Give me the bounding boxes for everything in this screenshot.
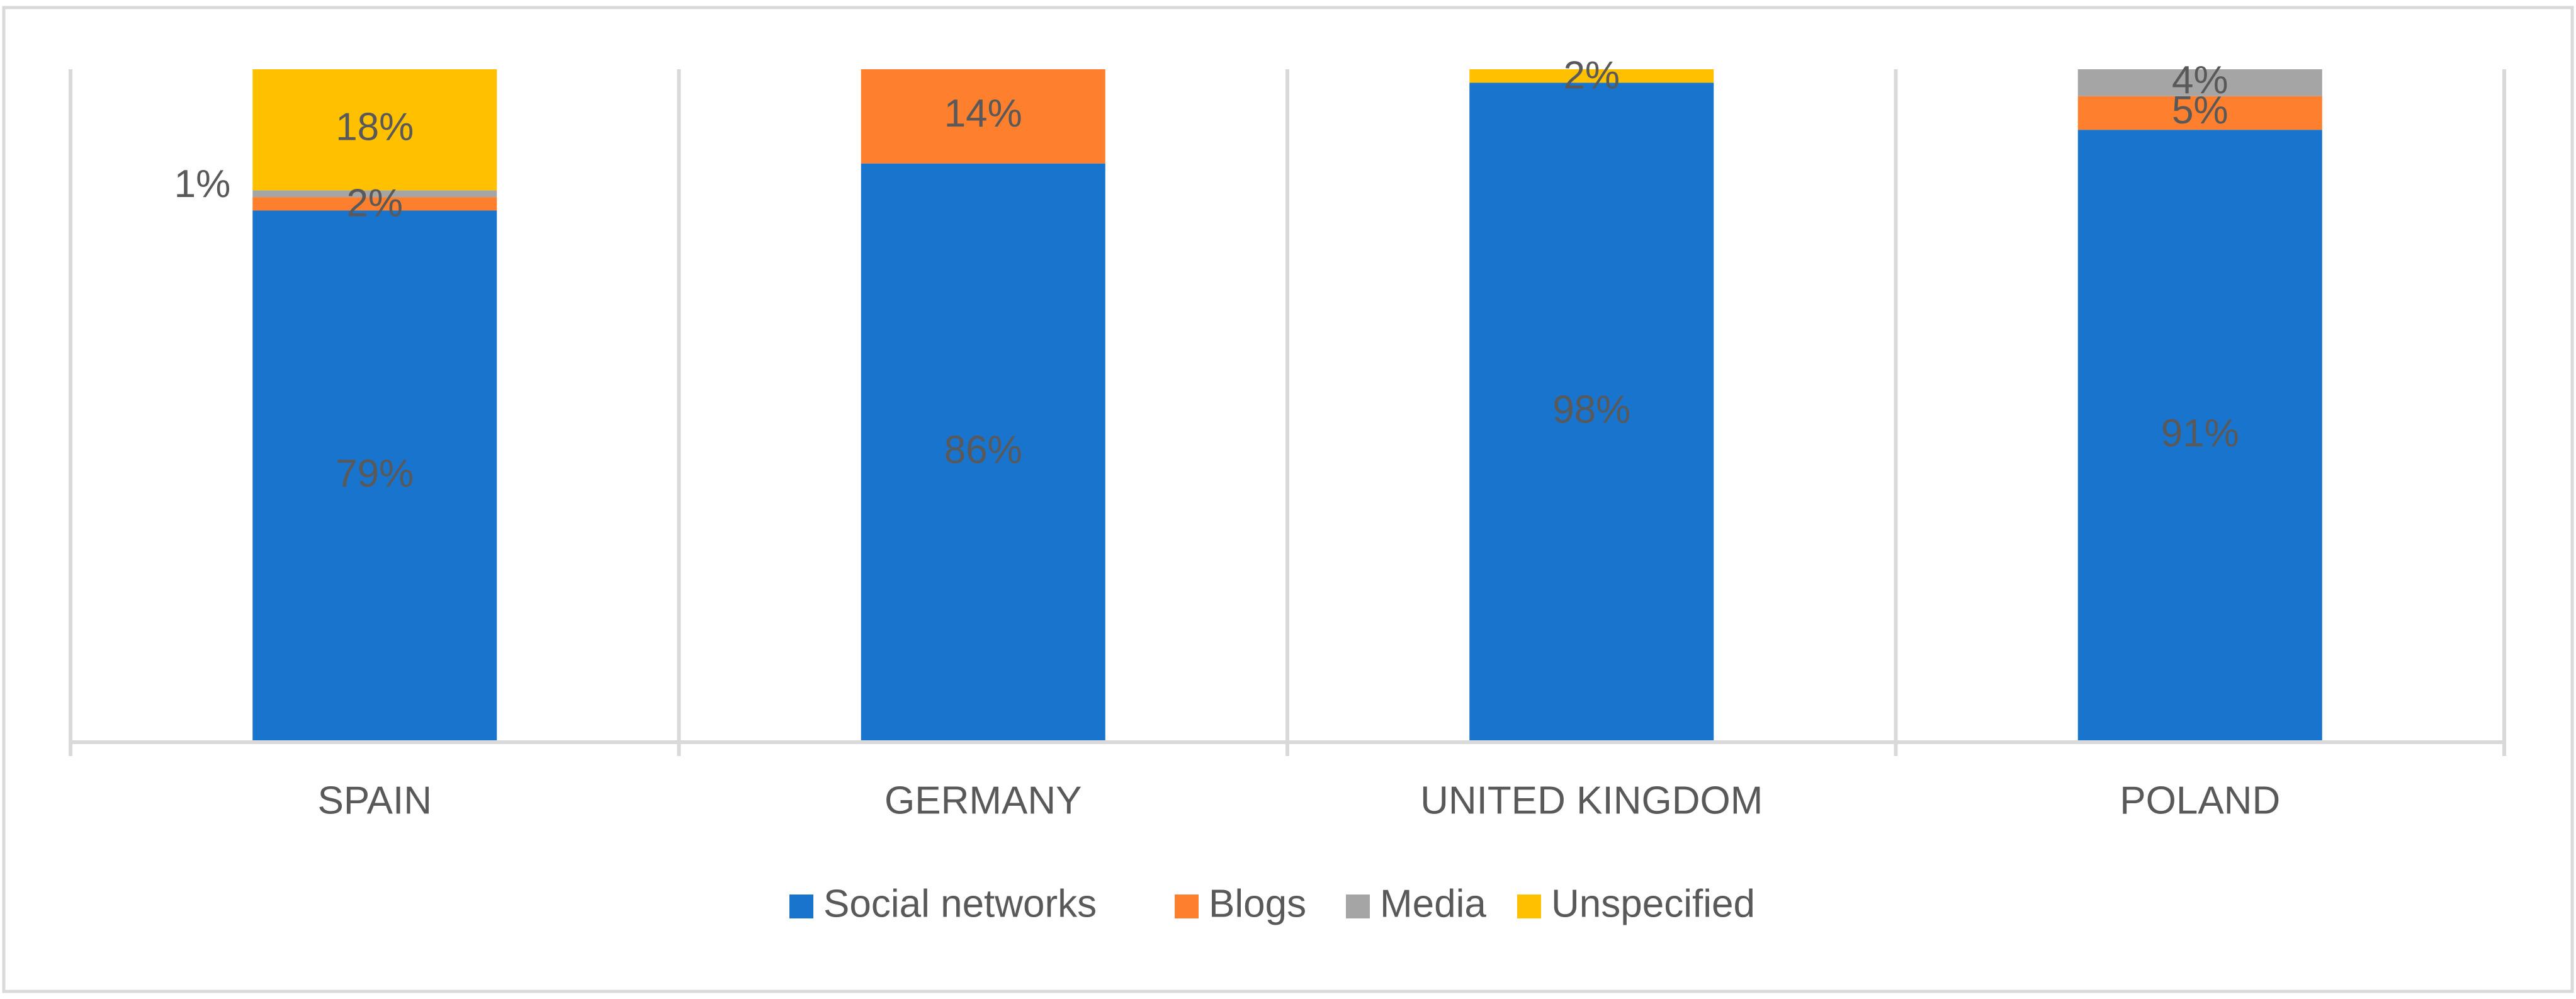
- bar-spain-blogs: [252, 197, 497, 211]
- data-label-spain-unspecified: 18%: [336, 106, 414, 149]
- legend-label-unspecified: Unspecified: [1551, 882, 1755, 925]
- bar-spain-social-networks: [252, 210, 497, 742]
- data-label-spain-media: 1%: [174, 162, 231, 206]
- data-label-spain-social-networks: 79%: [336, 452, 414, 495]
- legend-label-media: Media: [1380, 882, 1486, 925]
- data-label-poland-blogs: 5%: [2172, 89, 2229, 132]
- bar-poland-social-networks: [2077, 130, 2322, 742]
- grid: [69, 69, 2506, 742]
- bar-spain-unspecified: [252, 69, 497, 191]
- category-label-germany: GERMANY: [884, 779, 1082, 822]
- data-label-united-kingdom-unspecified: 2%: [1563, 54, 1620, 97]
- legend-swatch-unspecified: [1517, 895, 1541, 918]
- data-label-poland-social-networks: 91%: [2161, 412, 2239, 455]
- category-labels: SPAIN GERMANY UNITED KINGDOM POLAND: [318, 779, 2281, 822]
- legend-item-blogs: Blogs: [1175, 882, 1306, 925]
- bar-poland-blogs: [2077, 96, 2322, 130]
- data-label-germany-blogs: 14%: [944, 92, 1022, 135]
- data-labels: 79% 2% 1% 18% 86% 14% 98% 2% 91% 5%4%: [174, 54, 2239, 495]
- category-label-spain: SPAIN: [318, 779, 432, 822]
- data-label-united-kingdom-social-networks: 98%: [1552, 388, 1630, 432]
- legend-item-media: Media: [1346, 882, 1486, 925]
- bar-spain-media: [252, 190, 497, 198]
- bar-united-kingdom-social-networks: [1469, 82, 1714, 742]
- legend-swatch-social-networks: [789, 895, 813, 918]
- bar-poland-media: [2077, 69, 2322, 96]
- bar-germany-blogs: [861, 69, 1105, 164]
- legend: Social networks Blogs Media Unspecified: [789, 882, 1755, 925]
- legend-item-unspecified: Unspecified: [1517, 882, 1755, 925]
- category-label-united-kingdom: UNITED KINGDOM: [1420, 779, 1763, 822]
- data-label-germany-social-networks: 86%: [944, 429, 1022, 472]
- legend-label-blogs: Blogs: [1209, 882, 1306, 925]
- data-label-poland-media: 4%: [2172, 59, 2229, 102]
- bar-united-kingdom-unspecified: [1469, 69, 1714, 83]
- bars: [252, 69, 2322, 742]
- legend-item-social-networks: Social networks: [789, 882, 1097, 925]
- x-axis: [69, 740, 2506, 756]
- legend-label-social-networks: Social networks: [823, 882, 1097, 925]
- legend-swatch-blogs: [1175, 895, 1199, 918]
- data-label-spain-blogs: 2%: [346, 181, 403, 225]
- bar-germany-social-networks: [861, 163, 1105, 742]
- category-label-poland: POLAND: [2120, 779, 2280, 822]
- legend-swatch-media: [1346, 895, 1370, 918]
